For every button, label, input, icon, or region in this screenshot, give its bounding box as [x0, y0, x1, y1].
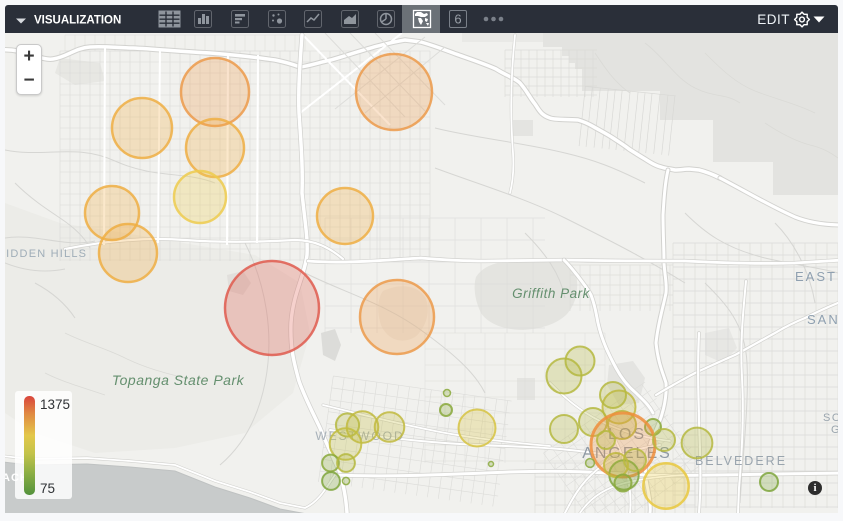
svg-text:G: G — [831, 424, 838, 436]
svg-text:SO: SO — [823, 412, 838, 424]
svg-text:6: 6 — [454, 12, 461, 27]
svg-text:HIDDEN HILLS: HIDDEN HILLS — [5, 248, 87, 260]
svg-text:VISUALIZATION: VISUALIZATION — [34, 15, 121, 27]
svg-text:EDIT: EDIT — [757, 12, 790, 27]
svg-text:EAST L: EAST L — [795, 269, 838, 284]
svg-text:BELVEDERE: BELVEDERE — [695, 454, 787, 468]
svg-text:Griffith Park: Griffith Park — [512, 286, 591, 301]
svg-text:SAN MA: SAN MA — [807, 312, 838, 327]
svg-text:Topanga State Park: Topanga State Park — [112, 372, 245, 388]
